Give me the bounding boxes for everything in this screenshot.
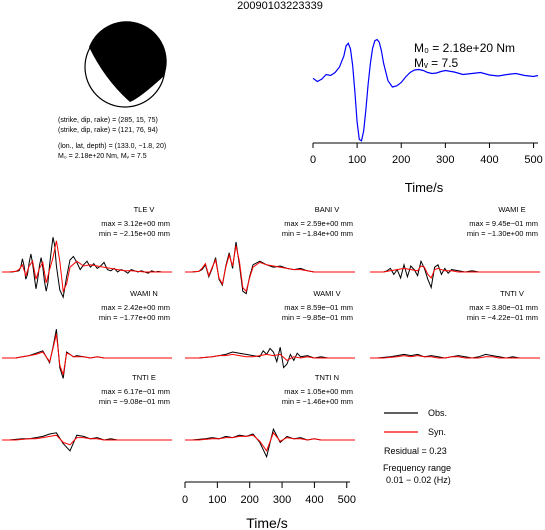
synthetic-waveform bbox=[185, 245, 355, 293]
max-amplitude-label: max = 2.42e+00 mm bbox=[101, 303, 170, 312]
station-label: WAMI N bbox=[130, 289, 158, 298]
bottom-tick-label: 500 bbox=[338, 494, 356, 506]
synthetic-waveform bbox=[2, 333, 172, 375]
mechanism-line-3: (lon., lat, depth) = (133.0, −1.8, 20) bbox=[58, 143, 166, 150]
min-amplitude-label: min = −1.84e+00 mm bbox=[282, 229, 353, 238]
synthetic-waveform bbox=[185, 353, 355, 362]
station-label: TNTI V bbox=[500, 289, 524, 298]
stf-panel: 0 100 200 300 400 500 M₀ = 2.18e+20 Nm Mᵥ = 7… bbox=[310, 38, 543, 195]
min-amplitude-label: min = −1.77e+00 mm bbox=[99, 313, 170, 322]
observed-waveform bbox=[2, 329, 172, 379]
station-label: TNTI N bbox=[315, 373, 339, 382]
observed-waveform bbox=[370, 353, 540, 359]
stf-mw-text: Mᵥ = 7.5 bbox=[414, 56, 459, 70]
station-label: BANI V bbox=[315, 205, 340, 214]
stf-tick-label: 300 bbox=[436, 154, 454, 166]
observed-waveform bbox=[370, 259, 540, 290]
station-label: TLE V bbox=[134, 205, 155, 214]
synthetic-waveform bbox=[185, 431, 355, 452]
frequency-range-value: 0.01 − 0.02 (Hz) bbox=[386, 475, 451, 485]
mechanism-line-1: (strike, dip, rake) = (285, 15, 75) bbox=[58, 117, 158, 124]
legend-obs-label: Obs. bbox=[428, 408, 447, 418]
synthetic-waveform bbox=[2, 434, 172, 446]
stf-x-label: Time/s bbox=[405, 180, 444, 195]
stf-tick-label: 0 bbox=[310, 154, 316, 166]
chart-title: 20090103223339 bbox=[237, 0, 323, 12]
synthetic-waveform bbox=[370, 355, 540, 359]
stf-tick-label: 500 bbox=[524, 154, 542, 166]
mechanism-line-2: (strike, dip, rake) = (121, 76, 94) bbox=[58, 127, 158, 134]
mechanism-line-4: M₀ = 2.18e+20 Nm, Mᵥ = 7.5 bbox=[58, 153, 147, 160]
legend: Obs. Syn. Residual = 0.23 Frequency rang… bbox=[383, 408, 451, 485]
stf-m0-text: M₀ = 2.18e+20 Nm bbox=[414, 41, 515, 55]
max-amplitude-label: max = 2.59e+00 mm bbox=[284, 219, 353, 228]
observed-waveform bbox=[185, 241, 355, 295]
stf-x-ticks: 0 100 200 300 400 500 bbox=[310, 143, 543, 166]
bottom-tick-label: 0 bbox=[182, 494, 188, 506]
beachball bbox=[84, 21, 167, 108]
min-amplitude-label: min = −4.22e−01 mm bbox=[467, 313, 538, 322]
bottom-x-ticks: 0 100 200 300 400 500 bbox=[182, 482, 356, 506]
frequency-range-title: Frequency range bbox=[383, 463, 451, 473]
stf-tick-label: 100 bbox=[348, 154, 366, 166]
max-amplitude-label: max = 3.80e−01 mm bbox=[469, 303, 538, 312]
max-amplitude-label: max = 3.12e+00 mm bbox=[101, 219, 170, 228]
stf-tick-label: 200 bbox=[392, 154, 410, 166]
bottom-axis: 0 100 200 300 400 500 Time/s bbox=[182, 481, 356, 530]
station-label: WAMI E bbox=[498, 205, 525, 214]
max-amplitude-label: max = 1.05e+00 mm bbox=[284, 387, 353, 396]
max-amplitude-label: max = 9.45e−01 mm bbox=[469, 219, 538, 228]
legend-syn-label: Syn. bbox=[428, 427, 446, 437]
min-amplitude-label: min = −2.15e+00 mm bbox=[99, 229, 170, 238]
min-amplitude-label: min = −1.46e+00 mm bbox=[282, 397, 353, 406]
min-amplitude-label: min = −1.30e+00 mm bbox=[467, 229, 538, 238]
bottom-tick-label: 400 bbox=[305, 494, 323, 506]
station-label: WAMI V bbox=[313, 289, 340, 298]
mechanism-info: (strike, dip, rake) = (285, 15, 75) (str… bbox=[58, 117, 166, 160]
bottom-tick-label: 100 bbox=[208, 494, 226, 506]
observed-waveform bbox=[2, 432, 172, 452]
synthetic-waveform bbox=[2, 240, 172, 294]
min-amplitude-label: min = −9.08e−01 mm bbox=[99, 397, 170, 406]
bottom-tick-label: 200 bbox=[241, 494, 259, 506]
synthetic-waveform bbox=[370, 265, 540, 279]
residual-text: Residual = 0.23 bbox=[384, 446, 447, 456]
stf-tick-label: 400 bbox=[480, 154, 498, 166]
max-amplitude-label: max = 8.59e−01 mm bbox=[284, 303, 353, 312]
station-label: TNTI E bbox=[132, 373, 156, 382]
bottom-x-label: Time/s bbox=[246, 515, 287, 530]
max-amplitude-label: max = 6.17e−01 mm bbox=[101, 387, 170, 396]
stf-line bbox=[312, 38, 539, 142]
bottom-tick-label: 300 bbox=[273, 494, 291, 506]
min-amplitude-label: min = −9.85e−01 mm bbox=[282, 313, 353, 322]
beachball-compressional-quadrant bbox=[89, 21, 167, 102]
